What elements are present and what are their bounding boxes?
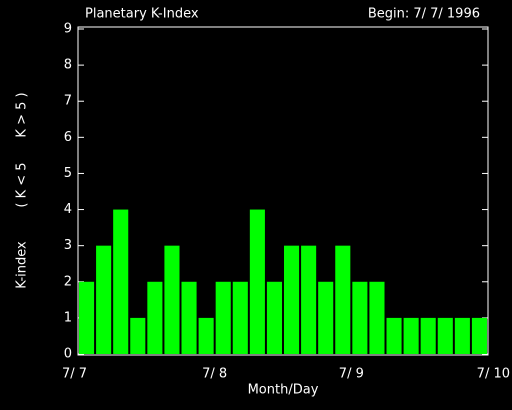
x-tick-label: 7/ 9 — [339, 367, 364, 382]
bar — [96, 245, 112, 354]
bar — [335, 245, 351, 354]
bar — [318, 281, 334, 354]
x-tick-label: 7/ 10 — [477, 367, 510, 382]
bar — [369, 281, 385, 354]
bar — [420, 317, 436, 354]
bar — [454, 317, 470, 354]
x-tick-label: 7/ 7 — [62, 367, 87, 382]
y-tick-label: 2 — [64, 274, 72, 289]
y-axis-label: K-index — [15, 241, 30, 289]
bar — [301, 245, 317, 354]
bar — [386, 317, 402, 354]
bar — [266, 281, 282, 354]
y-tick-label: 3 — [64, 238, 72, 253]
y-tick-label: 4 — [64, 202, 72, 217]
y-tick-label: 5 — [64, 166, 72, 181]
bar — [471, 317, 487, 354]
bar — [284, 245, 300, 354]
x-tick-label: 7/ 8 — [202, 367, 227, 382]
bar — [181, 281, 197, 354]
y-label-legend: ( K < 5 — [15, 162, 30, 207]
y-label-legend: K > 5 ) — [15, 92, 30, 137]
bar — [130, 317, 146, 354]
bar — [215, 281, 231, 354]
chart-title: Planetary K-Index — [85, 7, 199, 22]
bar — [403, 317, 419, 354]
bar — [437, 317, 453, 354]
bar — [113, 209, 129, 354]
bar — [198, 317, 214, 354]
bar — [79, 281, 95, 354]
plot-frame — [77, 26, 489, 356]
y-tick-label: 9 — [64, 22, 72, 37]
bar — [249, 209, 265, 354]
bar — [147, 281, 163, 354]
y-tick-label: 6 — [64, 130, 72, 145]
bar — [352, 281, 368, 354]
y-tick-label: 7 — [64, 94, 72, 109]
chart-subtitle: Begin: 7/ 7/ 1996 — [368, 7, 480, 22]
y-tick-label: 1 — [64, 310, 72, 325]
x-axis-label: Month/Day — [248, 383, 319, 398]
bar — [232, 281, 248, 354]
y-tick-label: 0 — [64, 347, 72, 362]
y-tick-label: 8 — [64, 58, 72, 73]
bar — [164, 245, 180, 354]
